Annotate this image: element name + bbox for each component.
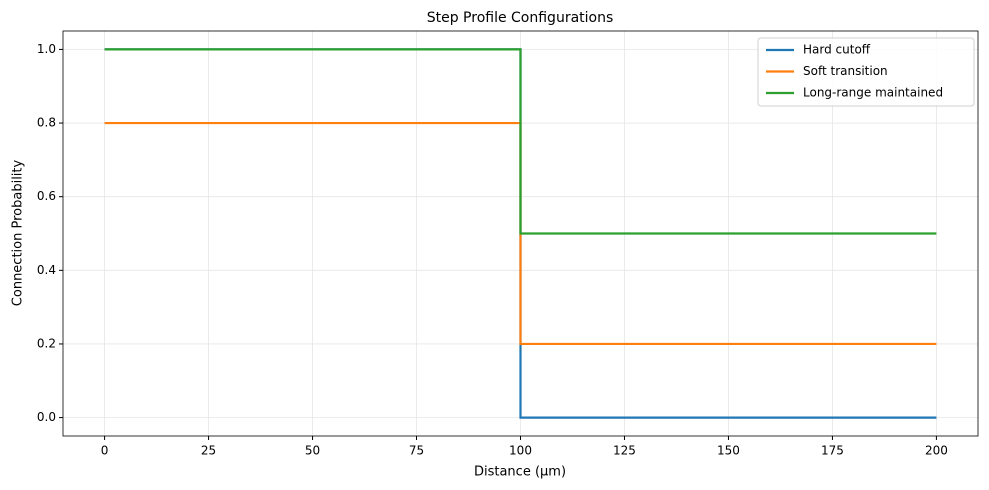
chart-title: Step Profile Configurations xyxy=(427,10,614,26)
x-tick-label: 200 xyxy=(925,444,948,458)
legend-label: Soft transition xyxy=(803,64,888,78)
legend-box xyxy=(757,37,975,107)
x-tick-label: 75 xyxy=(409,444,424,458)
x-tick-label: 50 xyxy=(305,444,320,458)
legend-label: Hard cutoff xyxy=(803,43,871,57)
x-tick-label: 150 xyxy=(717,444,740,458)
plot-frame xyxy=(62,30,979,437)
x-tick-label: 175 xyxy=(821,444,844,458)
y-tick-label: 0.8 xyxy=(37,116,56,130)
x-tick-label: 0 xyxy=(101,444,109,458)
y-axis-label: Connection Probability xyxy=(11,159,26,306)
x-tick-label: 100 xyxy=(509,444,532,458)
y-tick-label: 0.2 xyxy=(37,336,56,350)
data-line xyxy=(104,48,937,235)
x-axis-label: Distance (μm) xyxy=(474,465,566,480)
y-tick-label: 0.6 xyxy=(37,189,56,203)
y-tick-label: 1.0 xyxy=(37,42,56,56)
x-tick-label: 125 xyxy=(613,444,636,458)
y-tick-label: 0.4 xyxy=(37,263,56,277)
x-tick-label: 25 xyxy=(201,444,216,458)
y-tick-label: 0.0 xyxy=(37,410,56,424)
legend-label: Long-range maintained xyxy=(803,86,943,100)
